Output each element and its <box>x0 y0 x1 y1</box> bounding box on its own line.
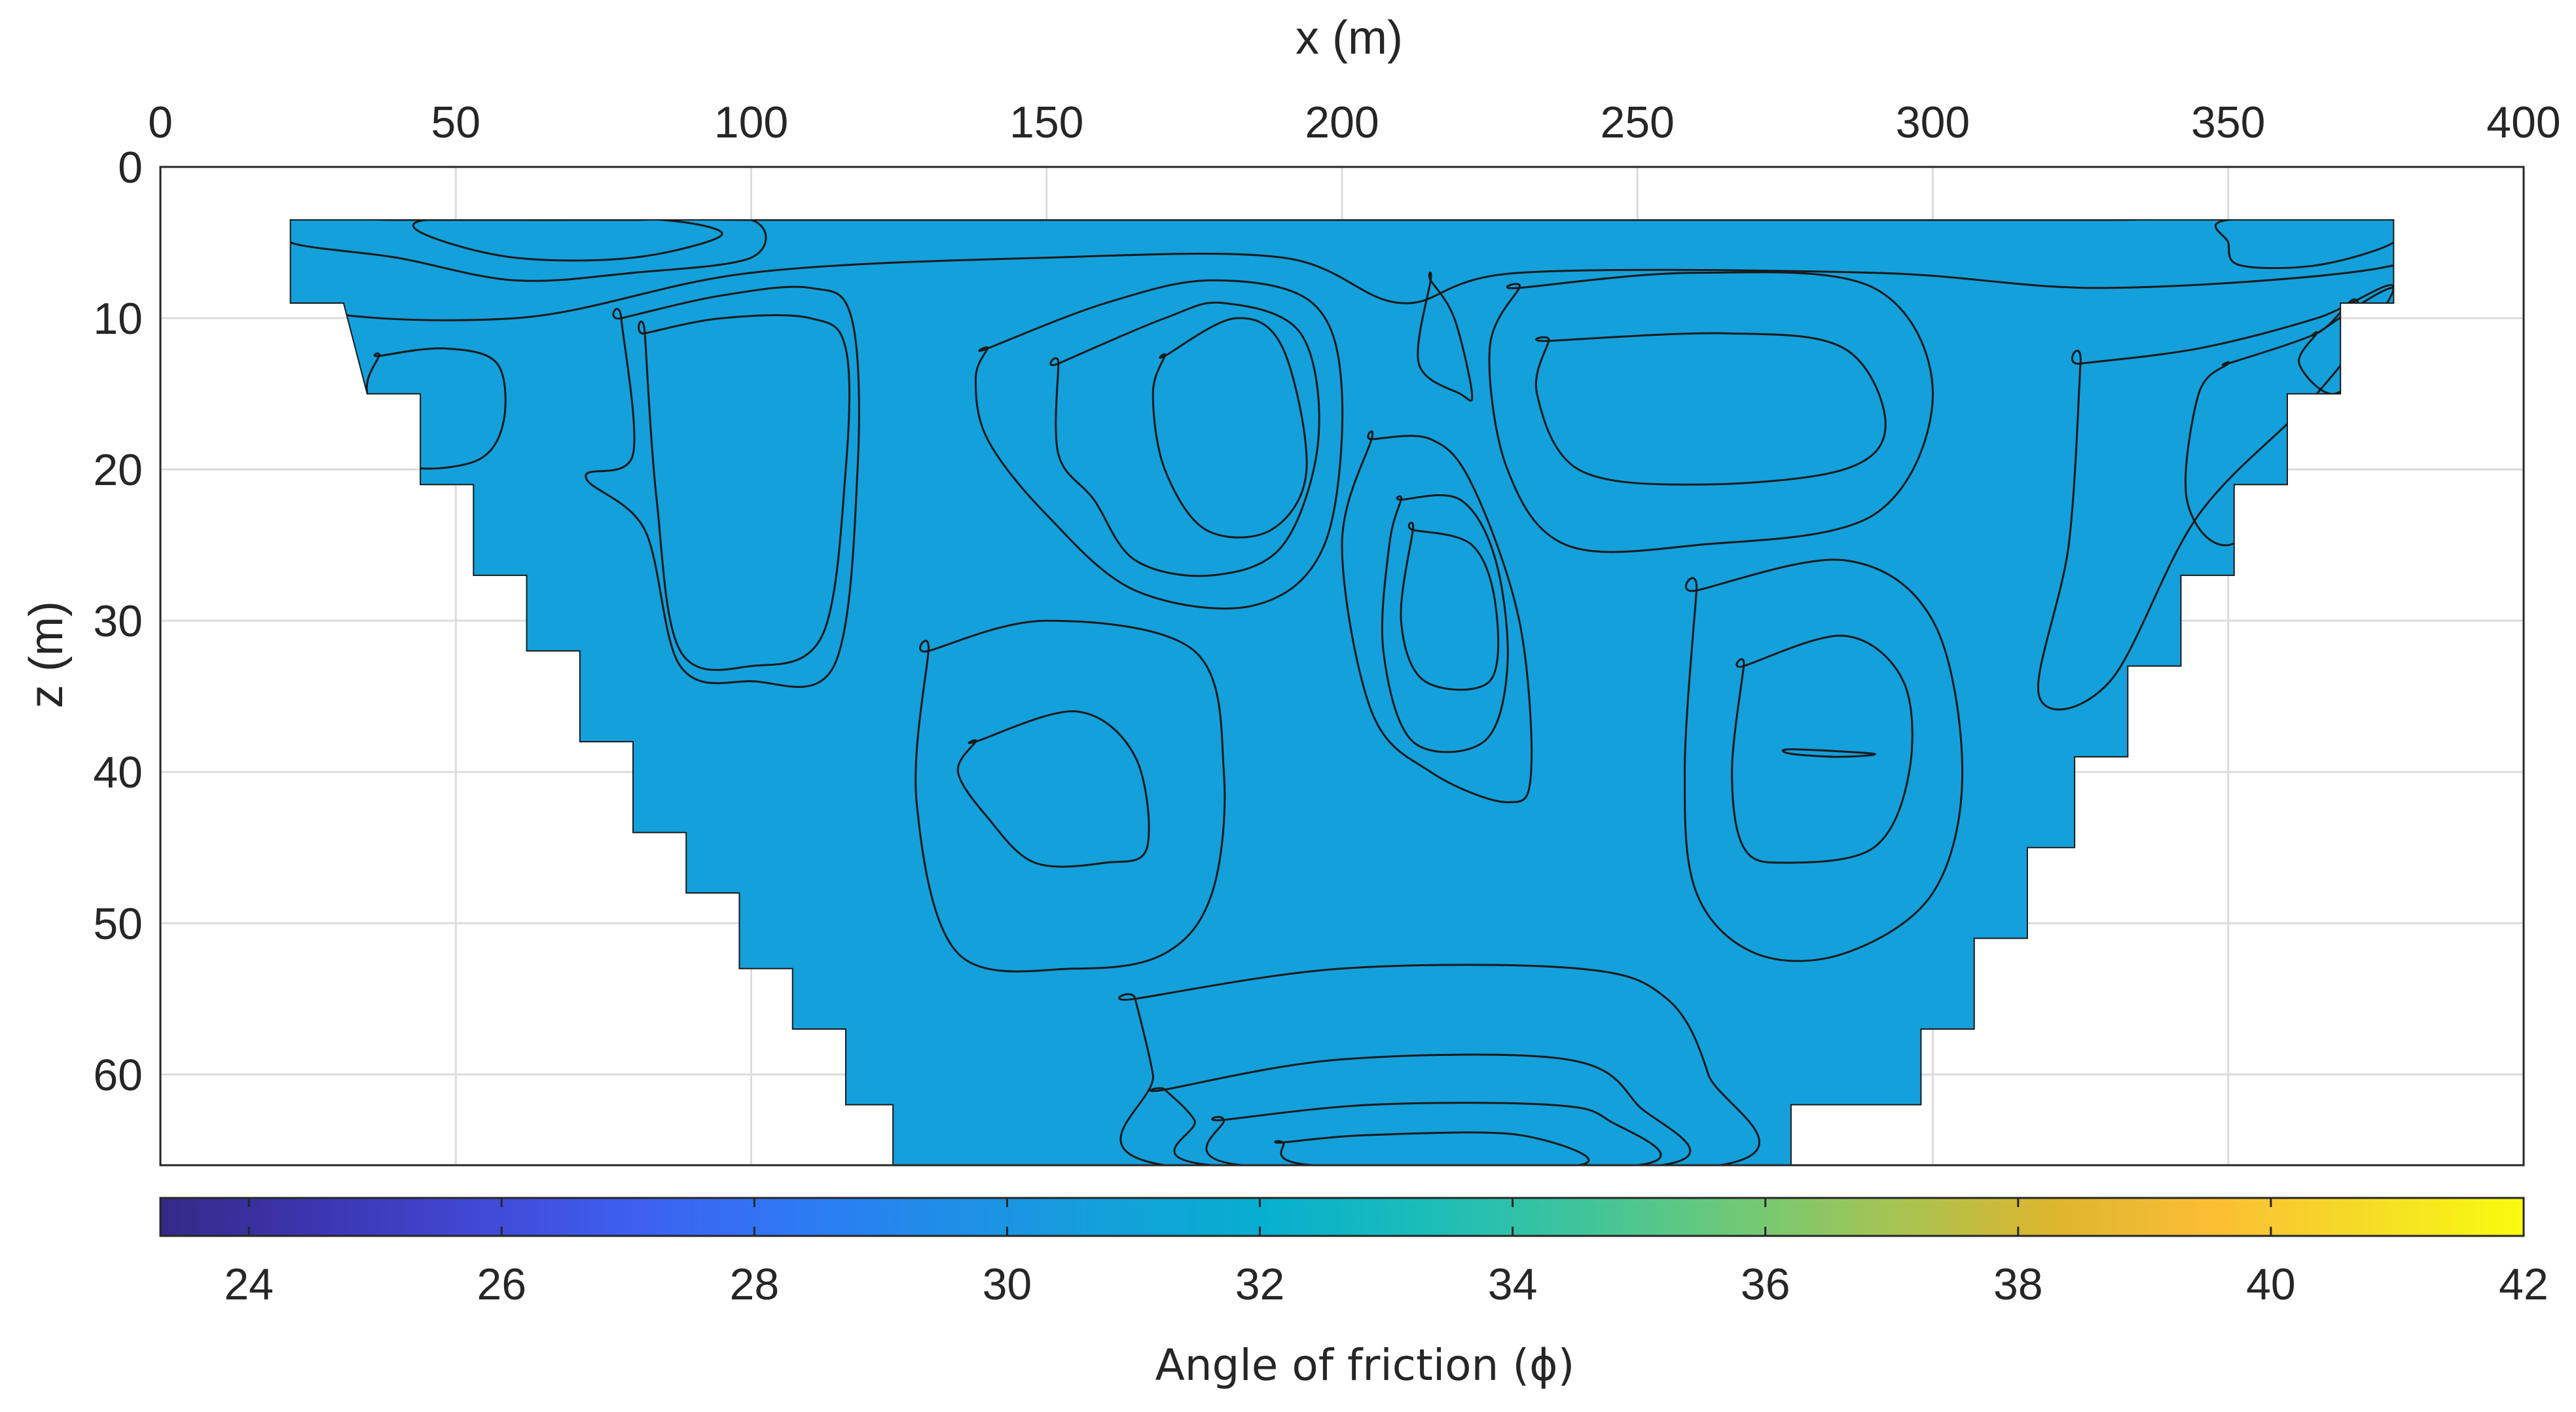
contour-region <box>1417 271 1474 402</box>
contour-region <box>974 279 1344 610</box>
x-tick-label: 50 <box>431 98 481 147</box>
contour-region <box>1683 558 1964 962</box>
x-axis-title: x (m) <box>1296 12 1403 64</box>
contour-region <box>1400 521 1500 691</box>
contour-region <box>956 710 1150 868</box>
contour-region <box>412 219 723 262</box>
colorbar-tick-label: 42 <box>2499 1259 2549 1309</box>
contour-region <box>365 347 507 470</box>
contour-region <box>1049 301 1320 577</box>
contour-region <box>2215 219 2394 270</box>
contour-region <box>585 285 860 688</box>
contour-region <box>1731 634 1914 864</box>
y-tick-label: 10 <box>93 294 143 344</box>
contour-region <box>1381 494 1509 753</box>
colorbar-tick-label: 28 <box>730 1259 780 1309</box>
colorbar-tick-label: 30 <box>983 1259 1032 1309</box>
background-field <box>290 219 2394 1165</box>
contour-region <box>1781 748 1876 758</box>
contour-region <box>1205 1102 1662 1165</box>
y-tick-labels: 0 10 20 30 40 50 60 <box>93 143 143 1100</box>
y-tick-label: 60 <box>93 1050 143 1100</box>
colorbar <box>159 1197 2525 1237</box>
x-tick-label: 250 <box>1601 98 1675 147</box>
y-tick-label: 0 <box>118 143 143 192</box>
contour-region <box>1152 317 1308 539</box>
x-tick-label: 400 <box>2486 98 2560 147</box>
contour-region <box>1341 430 1533 804</box>
x-tick-label: 200 <box>1305 98 1379 147</box>
colorbar-ticks: 24 26 28 30 32 34 36 38 40 42 <box>224 1198 2549 1309</box>
x-tick-label: 0 <box>148 98 173 147</box>
contour-region <box>915 619 1226 973</box>
x-tick-label: 300 <box>1896 98 1970 147</box>
x-tick-label: 150 <box>1009 98 1083 147</box>
contour-regions <box>290 219 2394 1165</box>
x-tick-label: 350 <box>2191 98 2265 147</box>
colorbar-tick-label: 26 <box>477 1259 526 1309</box>
y-tick-label: 20 <box>93 445 143 495</box>
colorbar-tick-label: 24 <box>224 1259 274 1309</box>
contour-region <box>1118 964 1760 1165</box>
y-tick-label: 40 <box>93 748 143 797</box>
x-tick-label: 100 <box>714 98 788 147</box>
y-tick-label: 50 <box>93 899 143 949</box>
colorbar-tick-label: 38 <box>1993 1259 2043 1309</box>
contour-region <box>2037 283 2394 711</box>
contour-field <box>290 219 2394 1165</box>
colorbar-title: Angle of friction (ϕ) <box>1155 1340 1575 1390</box>
contour-region <box>1488 271 1934 553</box>
contour-region <box>638 314 851 671</box>
plot-frame <box>159 166 2525 1167</box>
contour-region <box>1534 332 1887 486</box>
colorbar-tick-label: 40 <box>2246 1259 2296 1309</box>
contour-region <box>1150 1053 1692 1165</box>
colorbar-tick-label: 34 <box>1488 1259 1538 1309</box>
x-tick-labels: 0 50 100 150 200 250 300 350 400 <box>148 98 2561 147</box>
colorbar-tick-label: 36 <box>1741 1259 1790 1309</box>
y-axis-title: z (m) <box>20 601 73 708</box>
colorbar-tick-label: 32 <box>1235 1259 1285 1309</box>
y-tick-label: 30 <box>93 596 143 646</box>
